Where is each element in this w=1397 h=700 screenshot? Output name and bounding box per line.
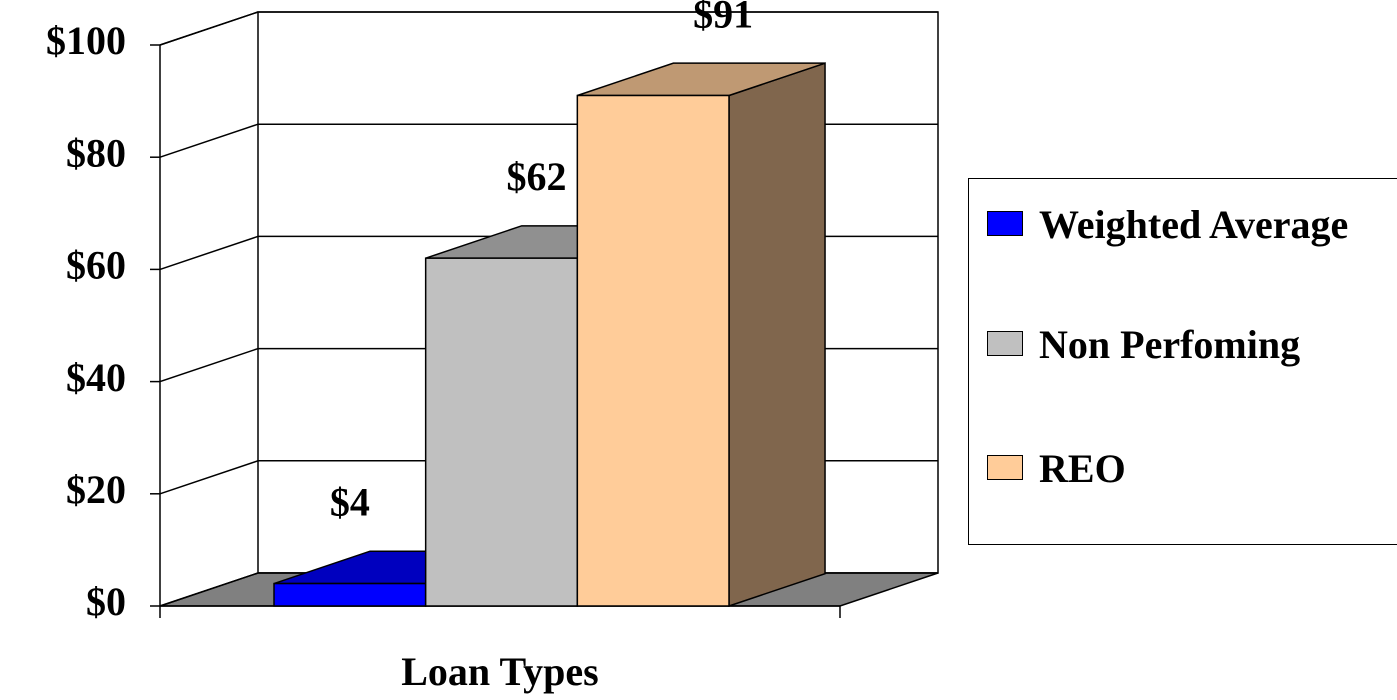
y-tick-label: $20	[66, 467, 126, 512]
bar	[273, 582, 427, 607]
legend-entry: Weighted Average	[987, 197, 1387, 253]
legend-swatch	[987, 455, 1023, 480]
legend-swatch	[987, 211, 1023, 236]
bar	[576, 94, 730, 607]
bar	[424, 257, 579, 607]
bar-side	[728, 62, 826, 608]
data-label: $62	[507, 154, 567, 199]
grid-line	[159, 11, 938, 46]
legend-label: REO	[1039, 446, 1126, 491]
y-tick-label: $80	[66, 130, 126, 175]
legend: Weighted Average Non Perfoming REO	[968, 178, 1397, 545]
legend-label: Weighted Average	[1039, 202, 1349, 247]
legend-entry: Non Perfoming	[987, 317, 1387, 373]
x-axis-label: Loan Types	[401, 649, 598, 694]
legend-label: Non Perfoming	[1039, 322, 1301, 367]
y-tick-label: $0	[86, 579, 126, 624]
data-label: $4	[330, 479, 370, 524]
y-tick-label: $60	[66, 243, 126, 288]
legend-entry: REO	[987, 441, 1387, 497]
data-label: $91	[693, 0, 753, 36]
y-tick-label: $40	[66, 355, 126, 400]
y-tick-label: $100	[46, 18, 126, 63]
legend-swatch	[987, 331, 1023, 356]
